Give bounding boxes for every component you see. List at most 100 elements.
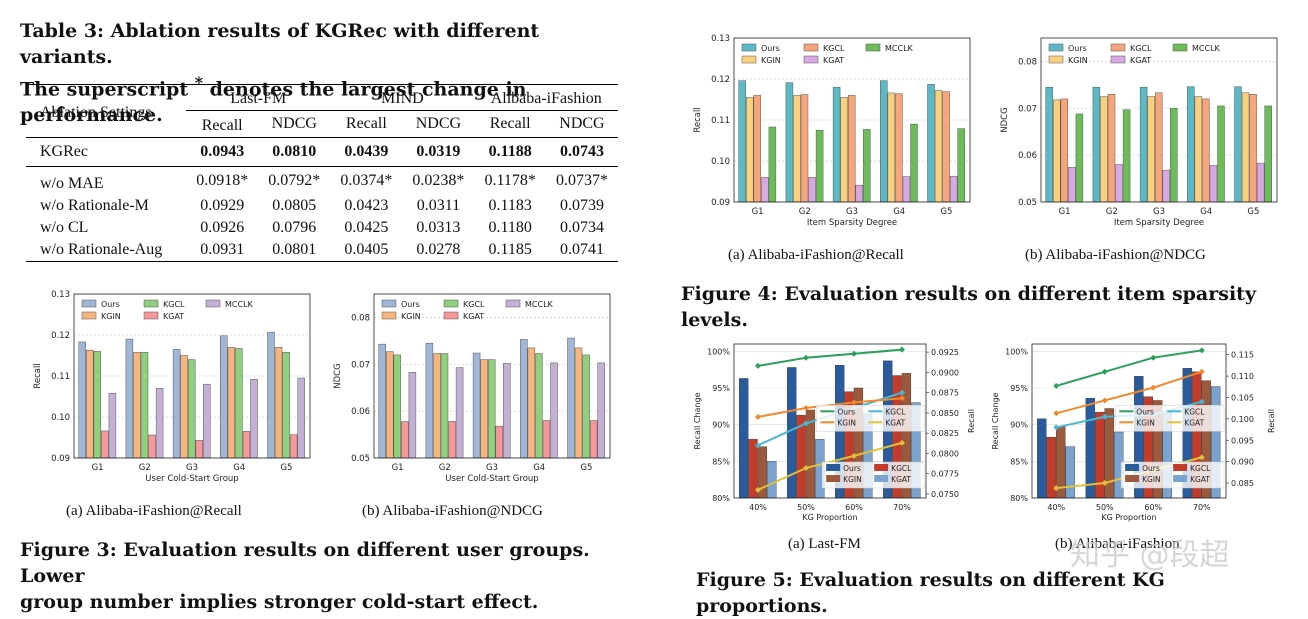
y-tick-label: 0.07 — [351, 360, 370, 370]
legend-label: KGIN — [761, 56, 781, 65]
bar-ours — [425, 342, 434, 459]
x-axis-label: KG Proportion — [1101, 513, 1156, 522]
x-tick-label: G2 — [139, 463, 151, 473]
bar-mcclk — [408, 372, 417, 459]
bar-kgat — [949, 175, 958, 203]
line-point — [851, 350, 857, 357]
legend-swatch — [803, 55, 819, 64]
line-point — [899, 346, 905, 353]
legend-label: KGCL — [1130, 44, 1152, 53]
line-point — [1150, 384, 1157, 391]
legend-swatch — [1173, 464, 1188, 471]
table-row-label: w/o Rationale-Aug — [40, 241, 163, 258]
ablation-settings-header: Ablation Settings — [40, 103, 152, 121]
bar-kgat — [242, 431, 251, 459]
bar-kgcl — [393, 354, 402, 459]
metric-header: NDCG — [415, 115, 462, 132]
bar-mcclk — [108, 392, 117, 459]
bar-kgat — [1115, 164, 1123, 203]
x-tick-label: G3 — [1153, 207, 1165, 217]
legend-swatch — [874, 475, 889, 482]
table-cell: 0.1178* — [484, 172, 536, 189]
legend-label: Ours — [1136, 407, 1154, 416]
bar-kgcl — [942, 91, 950, 203]
y-tick-label: 90% — [712, 421, 730, 430]
table-cell: 0.0743 — [559, 143, 604, 160]
y2-tick-label: 0.0875 — [931, 389, 959, 398]
x-tick-label: G4 — [233, 463, 245, 473]
table-cell: 0.0929 — [200, 197, 245, 214]
legend-label: KGAT — [163, 312, 184, 321]
line-ours — [757, 348, 903, 367]
legend-swatch — [381, 311, 397, 320]
bar-kgin — [1194, 96, 1203, 203]
legend-swatch — [1110, 43, 1126, 52]
legend-label: KGIN — [1142, 475, 1161, 484]
legend-label: MCCLK — [525, 300, 554, 309]
x-axis-label: User Cold-Start Group — [145, 474, 238, 484]
bar-kgat — [767, 461, 777, 499]
bar-kgin — [180, 355, 188, 459]
bar-kgat — [148, 434, 156, 459]
line-ours — [1055, 349, 1202, 387]
x-tick-label: 40% — [1047, 503, 1065, 512]
bar-mcclk — [550, 362, 558, 459]
legend-swatch — [803, 43, 819, 52]
x-tick-label: G5 — [940, 207, 952, 217]
y-tick-label: 80% — [712, 494, 730, 503]
metric-header: NDCG — [559, 115, 605, 132]
y-tick-label: 90% — [1010, 421, 1028, 430]
bar-mcclk — [455, 367, 464, 459]
x-tick-label: 60% — [1144, 503, 1162, 512]
bar-kgat — [761, 177, 769, 203]
x-axis-label: User Cold-Start Group — [445, 474, 538, 484]
line-kgin — [1055, 370, 1203, 415]
bar-kgat — [855, 184, 863, 203]
table-cell: 0.0801 — [272, 241, 317, 258]
legend-label: Ours — [761, 44, 780, 53]
legend-swatch — [81, 311, 97, 320]
x-tick-label: G4 — [1200, 207, 1212, 217]
chart-fig5a-lastfm: 80% 85% 90% 95% 100% 0.0750 0.0775 0.0800 0.0825… — [693, 343, 976, 522]
bar-kgin — [227, 347, 236, 459]
bar-ours — [1139, 86, 1148, 203]
legend-swatch — [1172, 43, 1188, 52]
x-tick-label: G2 — [799, 207, 811, 217]
bar-kgcl — [140, 351, 149, 459]
legend-swatch — [381, 299, 397, 308]
x-tick-label: G3 — [486, 463, 498, 473]
line-point — [899, 389, 905, 396]
bar-kgat — [1162, 169, 1170, 203]
plot-frame — [733, 343, 927, 499]
fig3a-subcaption: (a) Alibaba-iFashion@Recall — [66, 503, 242, 519]
legend-label: KGAT — [1190, 475, 1210, 484]
line-point — [803, 405, 809, 412]
line-point — [1198, 398, 1205, 405]
y-tick-label: 0.09 — [711, 198, 730, 208]
bar-mcclk — [597, 362, 605, 459]
fig3-caption-line1: Figure 3: Evaluation results on differen… — [20, 539, 590, 587]
table-cell: 0.0311 — [416, 197, 461, 214]
line-point — [851, 452, 857, 459]
line-point — [899, 439, 905, 446]
y-tick-label: 0.09 — [51, 454, 70, 464]
y-tick-label: 0.06 — [1018, 151, 1037, 161]
x-tick-label: 60% — [845, 503, 863, 512]
legend-label: MCCLK — [1192, 44, 1221, 53]
x-tick-label: 70% — [893, 503, 911, 512]
legend-swatch — [143, 311, 159, 320]
y2-tick-label: 0.0850 — [931, 409, 959, 418]
bar-ours — [1092, 86, 1101, 203]
line-legend-box — [1115, 405, 1225, 432]
fig4b-subcaption: (b) Alibaba-iFashion@NDCG — [1025, 247, 1206, 263]
legend-label: KGAT — [1130, 56, 1151, 65]
legend-swatch — [826, 475, 841, 482]
y-tick-label: 0.06 — [351, 407, 370, 417]
y-tick-label: 0.07 — [1018, 104, 1037, 114]
bar-kgin — [480, 359, 488, 459]
fig5-caption: Figure 5: Evaluation results on differen… — [696, 569, 1165, 617]
legend-swatch — [874, 464, 889, 471]
bar-mcclk — [768, 126, 777, 203]
line-point — [1101, 368, 1108, 375]
table-cell: 0.1183 — [488, 197, 532, 214]
